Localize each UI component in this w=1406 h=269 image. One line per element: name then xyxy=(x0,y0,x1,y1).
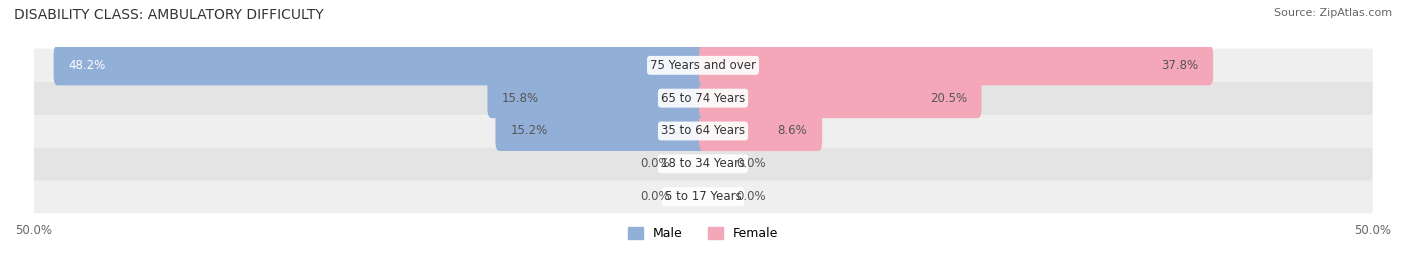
FancyBboxPatch shape xyxy=(34,114,1372,148)
FancyBboxPatch shape xyxy=(34,82,1372,115)
Text: 15.8%: 15.8% xyxy=(502,92,540,105)
FancyBboxPatch shape xyxy=(495,111,707,151)
Text: 8.6%: 8.6% xyxy=(778,125,807,137)
FancyBboxPatch shape xyxy=(699,45,1213,85)
Text: 48.2%: 48.2% xyxy=(69,59,105,72)
FancyBboxPatch shape xyxy=(699,111,823,151)
Text: 0.0%: 0.0% xyxy=(640,190,669,203)
Text: 15.2%: 15.2% xyxy=(510,125,547,137)
FancyBboxPatch shape xyxy=(34,147,1372,180)
Text: 75 Years and over: 75 Years and over xyxy=(650,59,756,72)
Legend: Male, Female: Male, Female xyxy=(623,222,783,245)
FancyBboxPatch shape xyxy=(699,78,981,118)
Text: 65 to 74 Years: 65 to 74 Years xyxy=(661,92,745,105)
Text: 5 to 17 Years: 5 to 17 Years xyxy=(665,190,741,203)
FancyBboxPatch shape xyxy=(34,180,1372,213)
Text: 18 to 34 Years: 18 to 34 Years xyxy=(661,157,745,170)
Text: DISABILITY CLASS: AMBULATORY DIFFICULTY: DISABILITY CLASS: AMBULATORY DIFFICULTY xyxy=(14,8,323,22)
Text: 20.5%: 20.5% xyxy=(929,92,967,105)
Text: 37.8%: 37.8% xyxy=(1161,59,1198,72)
Text: 35 to 64 Years: 35 to 64 Years xyxy=(661,125,745,137)
Text: 0.0%: 0.0% xyxy=(737,190,766,203)
FancyBboxPatch shape xyxy=(488,78,707,118)
Text: 0.0%: 0.0% xyxy=(737,157,766,170)
FancyBboxPatch shape xyxy=(34,49,1372,82)
Text: 0.0%: 0.0% xyxy=(640,157,669,170)
Text: Source: ZipAtlas.com: Source: ZipAtlas.com xyxy=(1274,8,1392,18)
FancyBboxPatch shape xyxy=(53,45,707,85)
